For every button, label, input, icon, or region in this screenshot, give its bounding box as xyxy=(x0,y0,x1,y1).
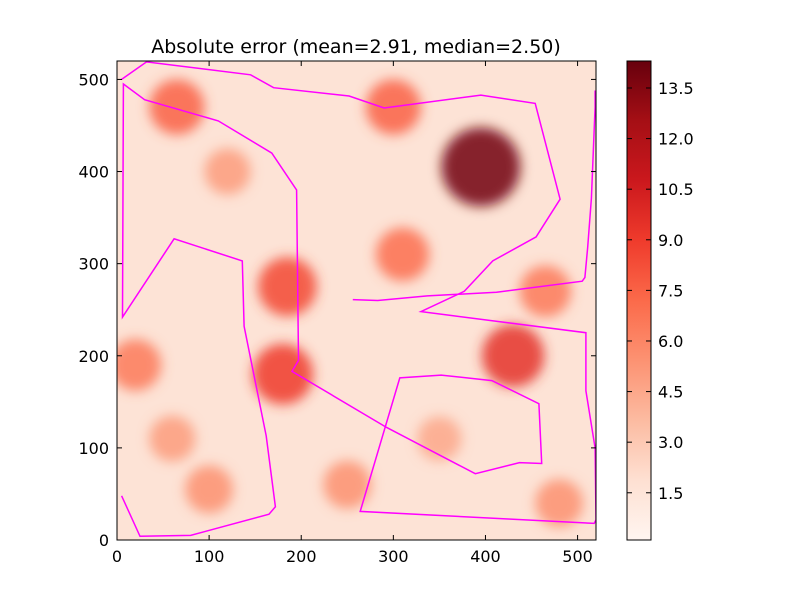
y-tick-label: 0 xyxy=(99,531,109,550)
heatmap-hotspot xyxy=(149,415,196,462)
x-tick-label: 300 xyxy=(378,547,409,566)
colorbar-ticks: 1.5 3.0 4.5 6.0 7.5 9.0 10.5 12.0 13.5 xyxy=(627,79,694,503)
y-tick-label: 200 xyxy=(78,347,109,366)
colorbar-tick-label: 1.5 xyxy=(658,484,683,503)
colorbar xyxy=(626,60,652,541)
heatmap-hotspot xyxy=(519,265,572,318)
heatmap-hotspots xyxy=(117,79,584,528)
heatmap-area xyxy=(117,61,596,540)
region-outline xyxy=(352,90,596,302)
heatmap-hotspot xyxy=(117,339,162,391)
heatmap-hotspot xyxy=(323,460,372,509)
x-tick-label: 400 xyxy=(470,547,501,566)
x-tick-label: 500 xyxy=(562,547,593,566)
y-tick-label: 500 xyxy=(78,70,109,89)
colorbar-tick-label: 3.0 xyxy=(658,433,683,452)
heatmap-hotspot xyxy=(417,416,462,461)
colorbar-tick-label: 10.5 xyxy=(658,180,694,199)
heatmap-hotspot xyxy=(185,465,234,514)
heatmap-hotspot xyxy=(252,343,314,405)
x-tick-label: 200 xyxy=(286,547,317,566)
plot-frame xyxy=(116,60,597,541)
region-outlines xyxy=(120,61,596,538)
heatmap-hotspot xyxy=(441,127,521,207)
heatmap-hotspot xyxy=(535,479,584,528)
x-tick-label: 0 xyxy=(112,547,122,566)
heatmap-hotspot xyxy=(481,324,545,387)
heatmap-hotspot xyxy=(258,257,317,317)
colorbar-tick-label: 12.0 xyxy=(658,130,694,149)
colorbar-tick-label: 7.5 xyxy=(658,281,683,300)
chart-title: Absolute error (mean=2.91, median=2.50) xyxy=(151,36,561,58)
region-outline xyxy=(120,61,596,538)
colorbar-tick-label: 4.5 xyxy=(658,383,683,402)
y-axis: 0 100 200 300 400 500 xyxy=(78,70,596,550)
y-tick-label: 100 xyxy=(78,439,109,458)
y-tick-label: 400 xyxy=(78,163,109,182)
x-axis: 0 100 200 300 400 500 xyxy=(112,61,593,566)
colorbar-tick-label: 6.0 xyxy=(658,332,683,351)
heatmap-hotspot xyxy=(149,79,205,135)
y-tick-label: 300 xyxy=(78,255,109,274)
heatmap-hotspot xyxy=(204,148,251,195)
heatmap-hotspot xyxy=(375,227,430,282)
heatmap-background xyxy=(117,61,596,540)
x-tick-label: 100 xyxy=(194,547,225,566)
colorbar-tick-label: 13.5 xyxy=(658,79,694,98)
colorbar-tick-label: 9.0 xyxy=(658,231,683,250)
